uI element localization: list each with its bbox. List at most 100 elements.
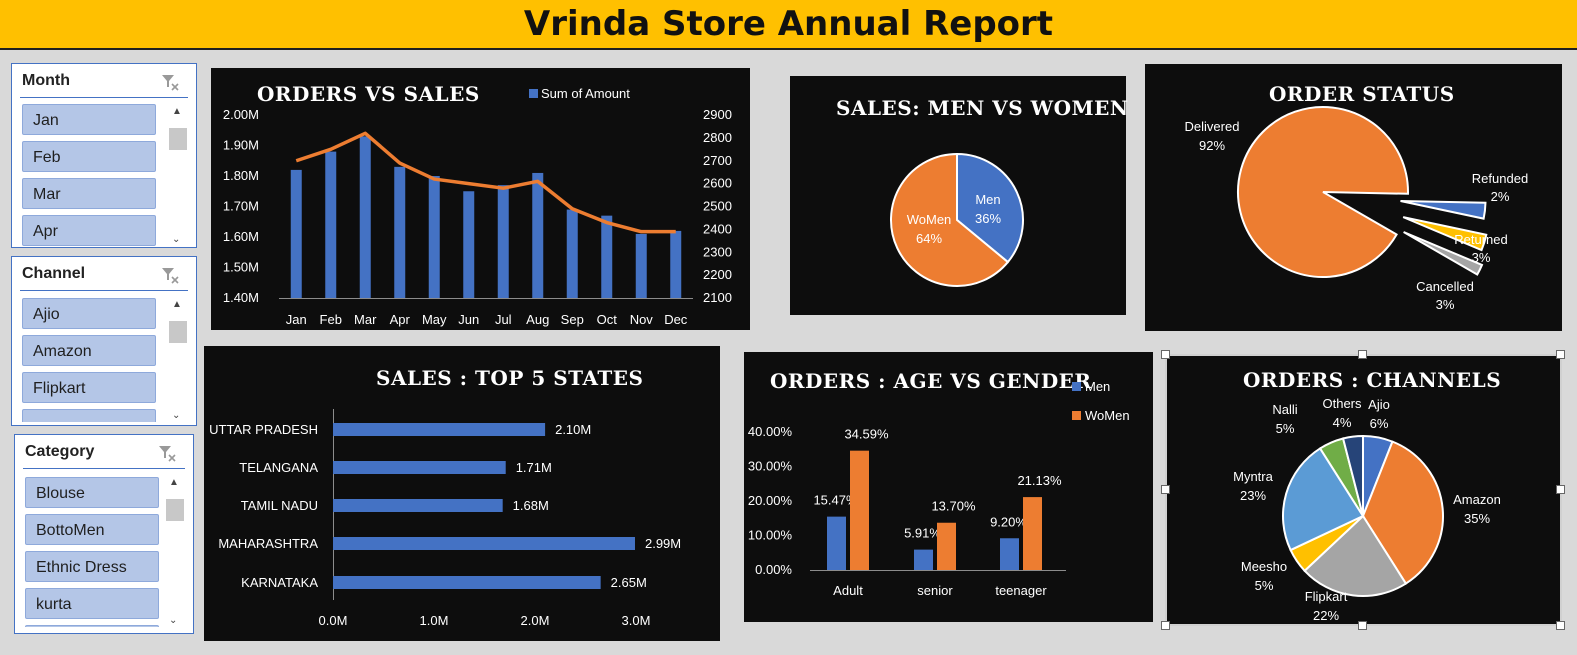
selection-handle[interactable] [1556,485,1565,494]
slicer-item[interactable]: Jan [22,104,156,135]
selection-handle[interactable] [1161,621,1170,630]
selection-handle[interactable] [1556,621,1565,630]
slicer-item[interactable]: Apr [22,215,156,246]
flipkart-pct: 22% [1313,608,1339,623]
others-slice[interactable] [1341,434,1364,517]
slicer-item-list: Jan Feb Mar Apr [12,104,172,246]
state-bar[interactable] [333,499,503,512]
sales-bar[interactable] [428,176,440,298]
orders-line[interactable] [295,131,676,234]
scroll-up-icon[interactable]: ▲ [172,106,182,117]
state-bar[interactable] [333,537,635,550]
meesho-label: Meesho [1241,559,1287,574]
ajio-label: Ajio [1368,397,1390,412]
channels-panel[interactable]: ORDERS : CHANNELS Ajio 6% Amazon 35% Flipkar… [1165,354,1562,626]
scroll-down-icon[interactable]: ⌄ [172,410,181,421]
slicer-item[interactable] [22,409,156,422]
slicer-item[interactable]: Ethnic Dress [25,551,159,582]
scroll-thumb[interactable] [166,499,184,521]
slicer-item[interactable]: Blouse [25,477,159,508]
selection-handle[interactable] [1161,485,1170,494]
sales-bar[interactable] [670,230,682,298]
legend-label: WoMen [1085,408,1130,423]
scroll-thumb[interactable] [169,321,187,343]
sales-bar[interactable] [290,169,302,298]
sales-bar[interactable] [325,151,337,298]
men-bar[interactable] [914,549,933,570]
sales-bar[interactable] [566,209,578,298]
cancelled-slice[interactable] [1402,216,1488,252]
returned-pct: 3% [1472,250,1491,265]
men-bar[interactable] [1000,538,1019,570]
filter-clear-icon[interactable] [157,443,177,463]
filter-clear-icon[interactable] [160,72,180,92]
selection-handle[interactable] [1358,350,1367,359]
sales-bar[interactable] [394,166,406,298]
sales-bar[interactable] [635,233,647,298]
state-bar[interactable] [333,423,546,436]
sales-bar[interactable] [463,191,475,298]
slicer-item[interactable]: Amazon [22,335,156,366]
women-slice[interactable] [890,152,1010,287]
top-states-title: SALES : TOP 5 STATES [376,366,644,390]
age-vs-gender-panel[interactable]: ORDERS : AGE VS GENDER 40.00% 30.00% 20.00… [744,352,1153,622]
top-states-panel[interactable]: SALES : TOP 5 STATES UTTAR PRADESH 2.10M T… [204,346,720,641]
state-bar[interactable] [333,576,601,589]
returned-slice[interactable] [1400,199,1487,220]
month-slicer[interactable]: Month Jan Feb Mar Apr ▲ ⌄ [11,63,197,248]
y-tick-label: 20.00% [748,493,793,508]
sales-bar[interactable] [497,185,509,298]
channel-slicer[interactable]: Channel Ajio Amazon Flipkart ▲ ⌄ [11,256,197,426]
selection-handle[interactable] [1556,350,1565,359]
amazon-slice[interactable] [1361,440,1444,585]
sales-bar[interactable] [359,136,371,298]
selection-handle[interactable] [1161,350,1170,359]
men-bar[interactable] [827,516,846,570]
slicer-item[interactable]: Ajio [22,298,156,329]
scroll-thumb[interactable] [169,128,187,150]
slicer-item[interactable] [25,625,159,627]
month-tick-label: Mar [354,312,377,327]
scroll-down-icon[interactable]: ⌄ [169,615,178,626]
slicer-divider [20,290,188,291]
slicer-scrollbar[interactable]: ▲ ⌄ [166,297,188,421]
slicer-item[interactable]: BottoMen [25,514,159,545]
selection-handle[interactable] [1358,621,1367,630]
slicer-item-list: Ajio Amazon Flipkart [12,298,172,422]
x-tick-label: 2.0M [521,613,550,628]
flipkart-slice[interactable] [1303,514,1408,597]
slicer-item[interactable]: Feb [22,141,156,172]
slicer-item[interactable]: kurta [25,588,159,619]
month-tick-label: May [422,312,447,327]
scroll-up-icon[interactable]: ▲ [172,299,182,310]
category-slicer[interactable]: Category Blouse BottoMen Ethnic Dress kurta ▲… [14,434,194,634]
refunded-slice[interactable] [1403,231,1484,276]
sales-bar[interactable] [532,172,544,298]
women-bar[interactable] [937,522,956,570]
age-vs-gender-chart: 40.00% 30.00% 20.00% 10.00% 0.00% 15.47% 34.59… [748,379,1130,598]
delivered-slice[interactable] [1237,106,1409,278]
order-status-panel[interactable]: ORDER STATUS Delivered 92% Returned 3% Cance… [1145,64,1562,331]
filter-clear-icon[interactable] [160,265,180,285]
slicer-item[interactable]: Flipkart [22,372,156,403]
myntra-pct: 23% [1240,488,1266,503]
left-tick-label: 1.70M [223,199,259,214]
men-vs-women-panel[interactable]: SALES: MEN VS WOMEN Men 36% WoMen 64% [790,76,1128,315]
y-tick-label: 0.00% [755,562,792,577]
legend-label: Sum of Amount [541,86,630,101]
orders-vs-sales-panel[interactable]: ORDERS VS SALES 2.00M 1.90M 1.80M 1.70M 1.60… [211,68,750,330]
refunded-label: Refunded [1472,171,1528,186]
x-tick-label: 3.0M [622,613,651,628]
state-bar[interactable] [333,461,506,474]
slicer-item[interactable]: Mar [22,178,156,209]
men-slice[interactable] [956,152,1024,264]
slicer-scrollbar[interactable]: ▲ ⌄ [166,104,188,245]
scroll-up-icon[interactable]: ▲ [169,477,179,488]
sales-bar[interactable] [601,215,613,298]
month-tick-label: Feb [320,312,342,327]
women-bar[interactable] [850,450,869,570]
scroll-down-icon[interactable]: ⌄ [172,234,181,245]
women-bar[interactable] [1023,497,1042,570]
slicer-scrollbar[interactable]: ▲ ⌄ [163,475,185,626]
myntra-slice[interactable] [1282,447,1365,552]
